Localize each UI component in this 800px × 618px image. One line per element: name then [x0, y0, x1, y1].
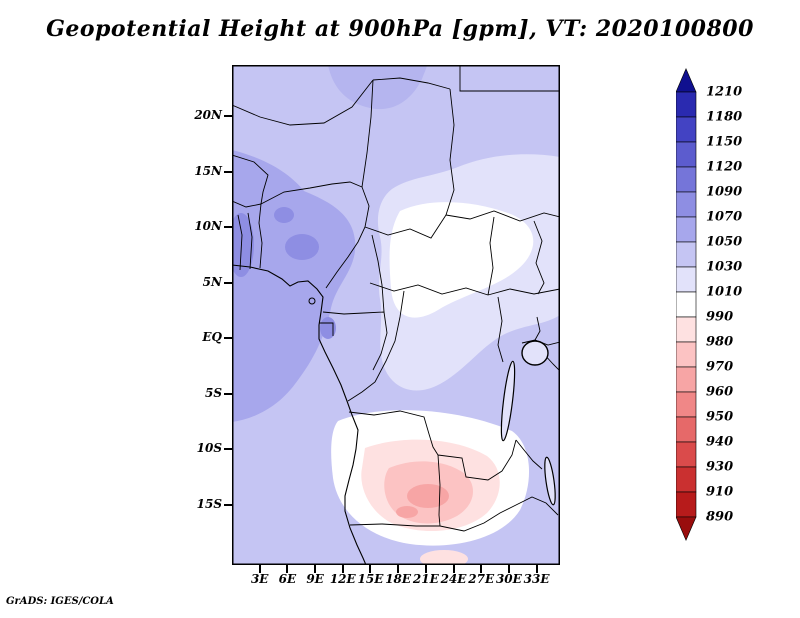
colorbar: 1210 1180 1150 1120 1090 1070 1050 1030 1010 990 9…	[676, 68, 742, 541]
attribution: GrADS: IGES/COLA	[6, 596, 114, 607]
y-tick-mark	[224, 337, 232, 340]
colorbar-label: 1180	[706, 110, 742, 125]
lake-malawi	[544, 456, 556, 506]
x-tick-mark	[535, 565, 538, 573]
colorbar-label: 1010	[706, 285, 742, 300]
shading-pink3	[407, 484, 449, 508]
x-tick-mark	[286, 565, 289, 573]
colorbar-segment	[676, 141, 697, 168]
y-tick-mark	[224, 226, 232, 229]
y-tick-label: 20N	[194, 108, 222, 123]
shading-pink3-spot	[396, 506, 418, 518]
colorbar-segment	[676, 366, 697, 393]
colorbar-segment	[676, 291, 697, 318]
x-tick-label: 12E	[329, 572, 356, 586]
colorbar-segment	[676, 191, 697, 218]
y-tick-mark	[224, 503, 232, 506]
x-tick-mark	[452, 565, 455, 573]
x-tick-mark	[369, 565, 372, 573]
colorbar-segment	[676, 216, 697, 243]
shading-deep-spot	[232, 213, 254, 277]
colorbar-label: 1150	[706, 135, 742, 150]
x-tick-label: 15E	[357, 572, 384, 586]
x-tick-mark	[397, 565, 400, 573]
y-tick-label: EQ	[202, 330, 222, 345]
shaded-field	[232, 65, 560, 565]
x-tick-mark	[341, 565, 344, 573]
shading-pink-bottom	[420, 550, 468, 565]
colorbar-segment	[676, 441, 697, 468]
colorbar-segment	[676, 341, 697, 368]
shading-medium-west	[232, 150, 356, 422]
x-tick-label: 33E	[523, 572, 550, 586]
coastline	[232, 264, 367, 565]
colorbar-segment	[676, 416, 697, 443]
colorbar-arrow-up	[676, 68, 697, 93]
lake-victoria	[521, 340, 549, 366]
shading-white-central	[389, 202, 534, 318]
colorbar-segment	[676, 466, 697, 493]
colorbar-segment	[676, 266, 697, 293]
colorbar-label: 1030	[706, 260, 742, 275]
x-tick-mark	[424, 565, 427, 573]
colorbar-label: 1050	[706, 235, 742, 250]
y-tick-label: 5S	[204, 385, 222, 400]
map-panel	[232, 65, 560, 565]
x-tick-label: 6E	[278, 572, 297, 586]
colorbar-arrow-down	[676, 516, 697, 541]
colorbar-segment	[676, 316, 697, 343]
colorbar-segment	[676, 91, 697, 118]
x-tick-mark	[480, 565, 483, 573]
x-tick-label: 30E	[495, 572, 522, 586]
colorbar-label: 1120	[706, 160, 742, 175]
x-tick-label: 3E	[250, 572, 269, 586]
colorbar-label: 930	[706, 460, 733, 475]
colorbar-label: 950	[706, 410, 733, 425]
x-tick-mark	[507, 565, 510, 573]
colorbar-label: 1070	[706, 210, 742, 225]
y-tick-label: 10N	[194, 219, 222, 234]
shading-deep-spot	[320, 317, 336, 339]
y-tick-mark	[224, 115, 232, 118]
shading-top-blob	[328, 65, 427, 110]
map-frame	[232, 65, 560, 565]
colorbar-label: 1210	[706, 85, 742, 100]
y-tick-label: 15N	[194, 163, 222, 178]
shading-deep-spot	[285, 234, 319, 260]
colorbar-segment	[676, 241, 697, 268]
y-tick-mark	[224, 281, 232, 284]
colorbar-label: 990	[706, 310, 733, 325]
colorbar-label: 970	[706, 360, 733, 375]
y-tick-label: 5N	[202, 274, 222, 289]
shading-deep-spot	[274, 207, 294, 223]
x-tick-label: 18E	[385, 572, 412, 586]
bioko-island	[308, 297, 316, 305]
lake-tanganyika	[500, 360, 516, 442]
colorbar-segment	[676, 116, 697, 143]
colorbar-label: 980	[706, 335, 733, 350]
colorbar-label: 910	[706, 485, 733, 500]
x-tick-label: 9E	[306, 572, 324, 586]
colorbar-segment	[676, 391, 697, 418]
x-tick-label: 21E	[412, 572, 439, 586]
x-tick-label: 24E	[440, 572, 467, 586]
y-tick-mark	[224, 448, 232, 451]
colorbar-label: 960	[706, 385, 733, 400]
colorbar-segment	[676, 166, 697, 193]
x-tick-mark	[314, 565, 317, 573]
y-tick-label: 15S	[196, 496, 222, 511]
y-tick-mark	[224, 392, 232, 395]
colorbar-label: 940	[706, 435, 733, 450]
colorbar-segment	[676, 491, 697, 518]
y-tick-mark	[224, 170, 232, 173]
colorbar-label: 1090	[706, 185, 742, 200]
x-tick-label: 27E	[468, 572, 495, 586]
colorbar-label: 890	[706, 510, 733, 525]
plot-title: Geopotential Height at 900hPa [gpm], VT:…	[46, 16, 754, 42]
x-tick-mark	[258, 565, 261, 573]
y-tick-label: 10S	[196, 441, 222, 456]
